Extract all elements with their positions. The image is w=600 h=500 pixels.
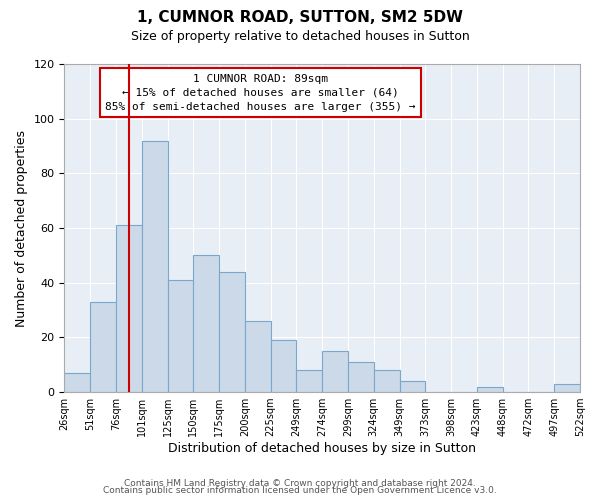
- Bar: [400, 381, 425, 392]
- Bar: [245, 321, 271, 392]
- Bar: [142, 140, 167, 392]
- Text: 1, CUMNOR ROAD, SUTTON, SM2 5DW: 1, CUMNOR ROAD, SUTTON, SM2 5DW: [137, 10, 463, 25]
- Text: Contains HM Land Registry data © Crown copyright and database right 2024.: Contains HM Land Registry data © Crown c…: [124, 478, 476, 488]
- Bar: [348, 362, 374, 392]
- Bar: [193, 256, 219, 392]
- Bar: [322, 351, 348, 392]
- Bar: [374, 370, 400, 392]
- Bar: [296, 370, 322, 392]
- Bar: [64, 373, 90, 392]
- Bar: [167, 280, 193, 392]
- X-axis label: Distribution of detached houses by size in Sutton: Distribution of detached houses by size …: [168, 442, 476, 455]
- Bar: [271, 340, 296, 392]
- Bar: [116, 226, 142, 392]
- Text: Contains public sector information licensed under the Open Government Licence v3: Contains public sector information licen…: [103, 486, 497, 495]
- Bar: [554, 384, 580, 392]
- Text: 1 CUMNOR ROAD: 89sqm
← 15% of detached houses are smaller (64)
85% of semi-detac: 1 CUMNOR ROAD: 89sqm ← 15% of detached h…: [105, 74, 416, 112]
- Text: Size of property relative to detached houses in Sutton: Size of property relative to detached ho…: [131, 30, 469, 43]
- Bar: [477, 386, 503, 392]
- Bar: [90, 302, 116, 392]
- Y-axis label: Number of detached properties: Number of detached properties: [15, 130, 28, 326]
- Bar: [219, 272, 245, 392]
